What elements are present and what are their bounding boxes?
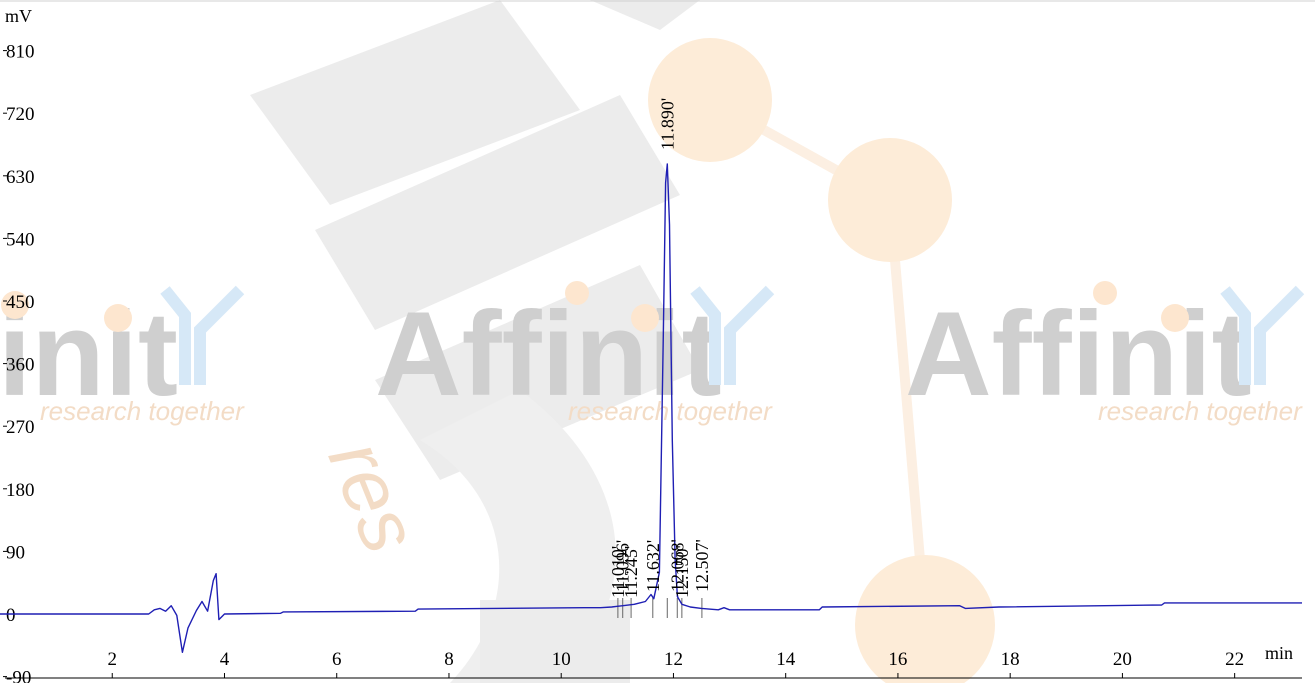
peak-labels: 11.010'11.096'11.245' 11.632' 11.890' 12.06… <box>608 98 712 598</box>
y-tick-label: 450 <box>6 292 35 313</box>
watermark-tagline-left: research together <box>40 396 245 426</box>
peak-markers <box>617 598 703 618</box>
watermark-dot-3 <box>565 281 589 305</box>
peak-label: 11.890' <box>657 98 677 150</box>
x-tick-label: 20 <box>1113 649 1132 670</box>
y-tick-labels: -90 0 90 180 270 360 450 540 630 720 810 <box>3 42 35 683</box>
y-tick-label: 360 <box>6 355 35 376</box>
x-tick-label: 12 <box>664 649 683 670</box>
peak-label: 12.068' <box>667 539 687 592</box>
y-tick-label: 270 <box>6 417 35 438</box>
watermark-dot-6 <box>1161 304 1189 332</box>
watermark-molecule-atom-1 <box>648 38 772 162</box>
watermark-vertical-word: res <box>312 428 436 564</box>
y-tick-label: 180 <box>6 480 35 501</box>
x-tick-label: 2 <box>107 649 117 670</box>
watermark-dot-4 <box>631 304 659 332</box>
watermark-dot-5 <box>1093 281 1117 305</box>
watermark-dot-2 <box>104 304 132 332</box>
y-tick-label: -90 <box>6 668 31 683</box>
watermark-molecule-atom-2 <box>828 138 952 262</box>
x-axis-unit-label: min <box>1265 643 1293 663</box>
watermark-antibody-icon-middle <box>690 285 775 385</box>
peak-label: 12.507' <box>692 539 712 592</box>
watermark-antibody-icon-left <box>160 285 245 385</box>
watermark-dot-1 <box>1 291 29 319</box>
peak-label: 11.632' <box>643 540 663 592</box>
watermark-bar-4 <box>590 0 700 30</box>
x-tick-label: 14 <box>776 649 796 670</box>
x-tick-labels: 2 4 6 8 10 12 14 16 18 20 22 <box>107 649 1244 678</box>
peak-label: 11.245' <box>621 546 641 598</box>
watermark-molecule-line-2 <box>885 199 930 621</box>
y-tick-label: 0 <box>6 605 16 626</box>
watermark-bar-2 <box>315 95 680 330</box>
y-tick-label: 720 <box>6 104 35 125</box>
peak-label: 11.010' <box>608 546 628 598</box>
x-tick-label: 6 <box>332 649 342 670</box>
watermark-tagline-middle: research together <box>568 396 773 426</box>
watermark-bar-1 <box>250 0 580 205</box>
x-tick-label: 8 <box>444 649 454 670</box>
x-tick-label: 16 <box>888 649 907 670</box>
watermark-brand-right: Affinit <box>905 287 1252 421</box>
y-axis-unit-label: mV <box>5 6 32 26</box>
y-tick-label: 810 <box>6 42 35 63</box>
watermark-molecule-atom-3 <box>855 555 995 683</box>
x-tick-label: 10 <box>552 649 571 670</box>
chromatogram-trace <box>0 163 1302 653</box>
x-tick-label: 22 <box>1225 649 1244 670</box>
watermark-antibody-icon-right <box>1220 285 1305 385</box>
x-tick-label: 18 <box>1001 649 1020 670</box>
watermark-brand-left: init <box>0 287 178 421</box>
x-tick-label: 4 <box>220 649 230 670</box>
y-tick-label: 90 <box>6 542 25 563</box>
peak-label: 12.150' <box>672 545 692 598</box>
y-tick-label: 540 <box>6 229 35 250</box>
watermark-block <box>480 600 630 683</box>
watermark-tagline-right: research together <box>1098 396 1303 426</box>
y-tick-label: 630 <box>6 167 35 188</box>
peak-label: 11.096' <box>613 540 633 592</box>
